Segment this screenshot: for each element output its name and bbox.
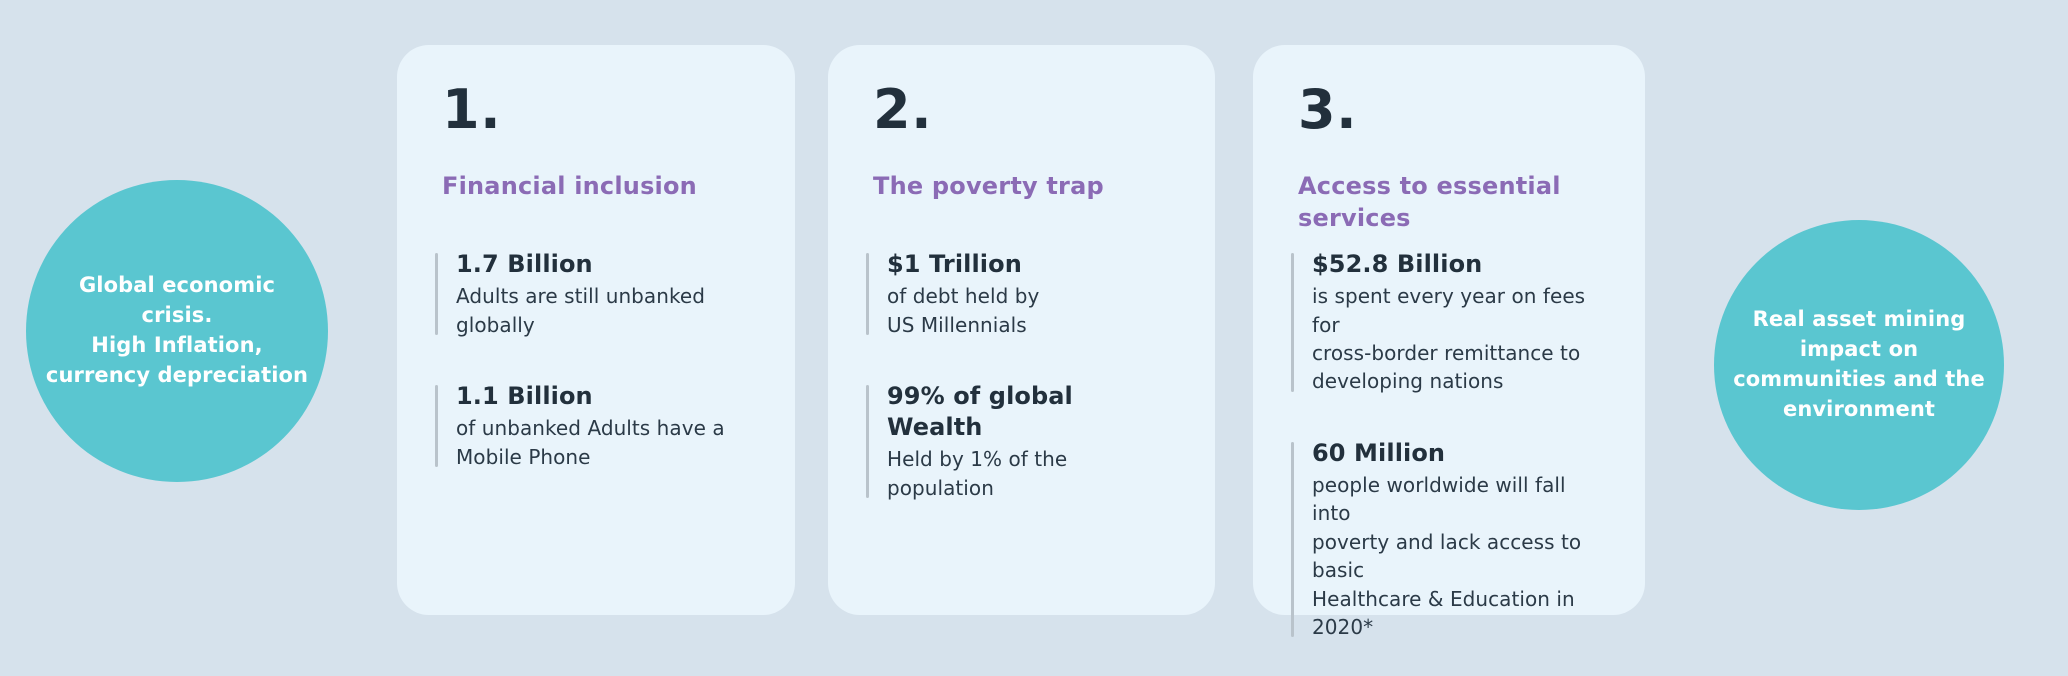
stat-value: 1.7 Billion xyxy=(456,250,593,278)
card-access-essential-services: 3. Access to essential services $52.8 Bi… xyxy=(1253,45,1645,639)
circle-right-text: Real asset mining impact on communities … xyxy=(1733,307,1985,421)
stat-item: 1.1 Billion of unbanked Adults have a Mo… xyxy=(435,381,751,471)
accent-bar-icon xyxy=(435,384,438,467)
stat-item: 60 Million people worldwide will fall in… xyxy=(1291,438,1601,642)
circle-left-problem: Global economic crisis. High Inflation, … xyxy=(26,180,328,482)
stat-item: $52.8 Billion is spent every year on fee… xyxy=(1291,249,1601,396)
circle-right-impact: Real asset mining impact on communities … xyxy=(1714,220,2004,510)
card-3-title: Access to essential services xyxy=(1298,172,1561,232)
stat-value: 60 Million xyxy=(1312,438,1446,467)
card-1-stats: 1.7 Billion Adults are still unbanked gl… xyxy=(435,249,751,471)
card-2-title: The poverty trap xyxy=(873,172,1104,200)
stat-value: $52.8 Billion xyxy=(1312,250,1483,278)
circle-left-text: Global economic crisis. High Inflation, … xyxy=(45,273,309,387)
card-3-number: 3. xyxy=(1298,78,1358,141)
stat-item: 99% of global Wealth Held by 1% of the p… xyxy=(866,381,1171,502)
stat-description: people worldwide will fall into poverty … xyxy=(1312,472,1582,639)
card-2-number: 2. xyxy=(873,78,933,141)
card-1-title: Financial inclusion xyxy=(442,172,697,200)
accent-bar-icon xyxy=(866,384,869,499)
stat-value: 99% of global Wealth xyxy=(887,381,1073,442)
accent-bar-icon xyxy=(435,253,438,335)
stat-description: of debt held by US Millennials xyxy=(887,284,1040,337)
stat-value: 1.1 Billion xyxy=(456,381,593,410)
accent-bar-icon xyxy=(1291,441,1294,638)
stat-item: 1.7 Billion Adults are still unbanked gl… xyxy=(435,249,751,339)
stat-description: Held by 1% of the population xyxy=(887,447,1068,500)
stat-item: $1 Trillion of debt held by US Millennia… xyxy=(866,249,1171,339)
card-2-stats: $1 Trillion of debt held by US Millennia… xyxy=(866,249,1171,502)
accent-bar-icon xyxy=(866,253,869,335)
accent-bar-icon xyxy=(1291,253,1294,392)
card-3-stats: $52.8 Billion is spent every year on fee… xyxy=(1291,249,1601,641)
card-financial-inclusion: 1. Financial inclusion 1.7 Billion Adult… xyxy=(397,45,795,615)
stat-description: is spent every year on fees for cross-bo… xyxy=(1312,284,1586,394)
card-1-number: 1. xyxy=(442,78,502,141)
stat-description: of unbanked Adults have a Mobile Phone xyxy=(456,416,725,469)
stat-value: $1 Trillion xyxy=(887,250,1022,278)
card-poverty-trap: 2. The poverty trap $1 Trillion of debt … xyxy=(828,45,1215,615)
stat-description: Adults are still unbanked globally xyxy=(456,284,705,337)
